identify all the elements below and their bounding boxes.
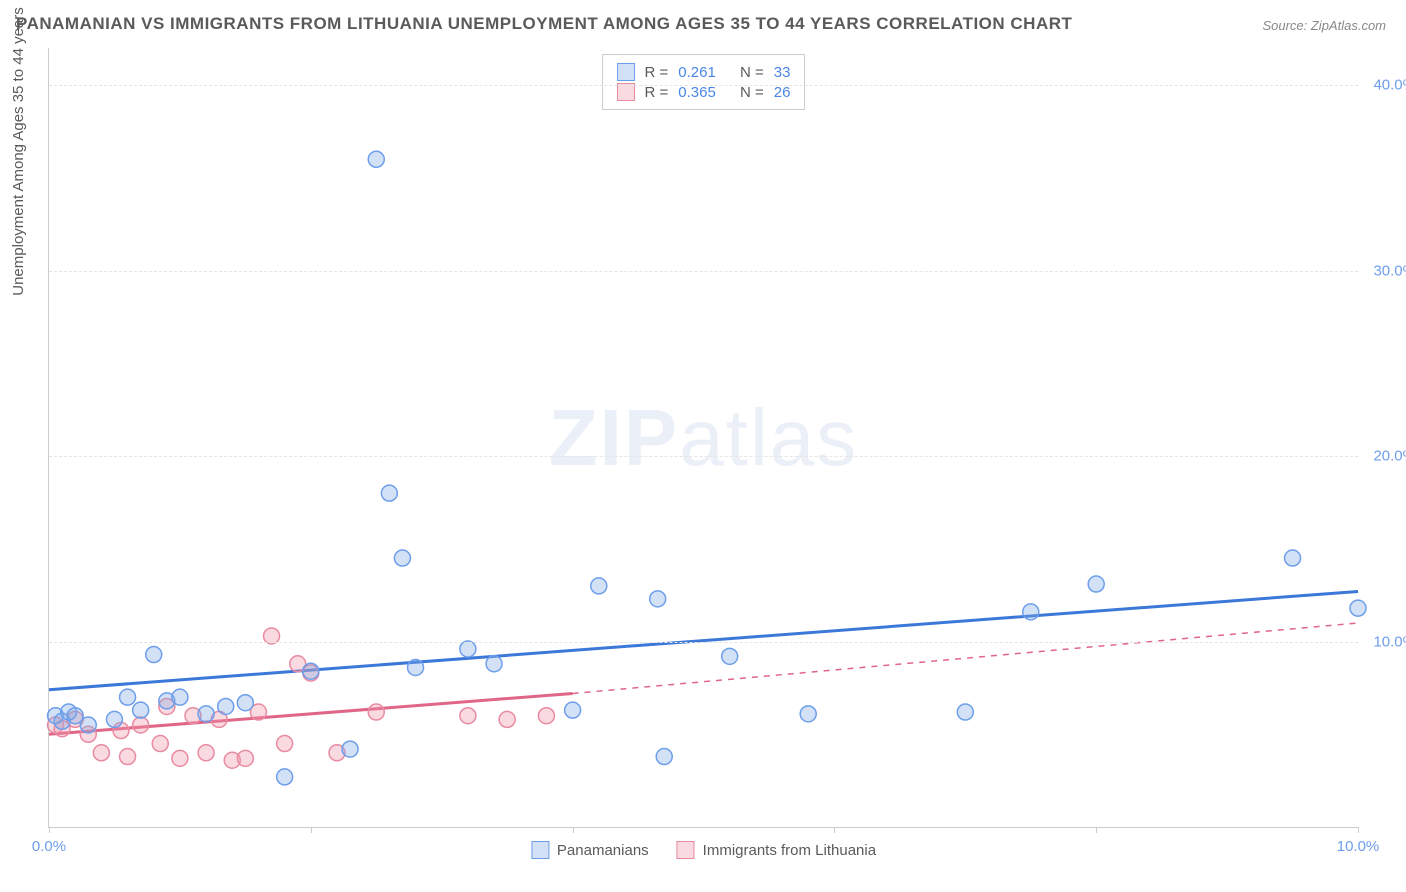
y-tick-label: 40.0% xyxy=(1373,77,1406,94)
swatch-panamanians-2 xyxy=(531,841,549,859)
x-tick xyxy=(311,827,312,833)
legend-series: Panamanians Immigrants from Lithuania xyxy=(531,841,876,859)
source-label: Source: ZipAtlas.com xyxy=(1262,18,1386,33)
x-tick xyxy=(834,827,835,833)
chart-svg xyxy=(49,48,1358,827)
swatch-lithuania-2 xyxy=(677,841,695,859)
x-tick xyxy=(573,827,574,833)
y-tick-label: 20.0% xyxy=(1373,448,1406,465)
series-label-panamanians: Panamanians xyxy=(557,842,649,859)
grid-line xyxy=(49,271,1358,272)
grid-line xyxy=(49,456,1358,457)
x-tick xyxy=(1096,827,1097,833)
plot-area: ZIPatlas R = 0.261 N = 33 R = 0.365 N = … xyxy=(48,48,1358,828)
x-tick-label: 10.0% xyxy=(1337,838,1380,855)
legend-item-lithuania: Immigrants from Lithuania xyxy=(677,841,876,859)
x-tick xyxy=(1358,827,1359,833)
chart-title: PANAMANIAN VS IMMIGRANTS FROM LITHUANIA … xyxy=(16,14,1072,34)
series-label-lithuania: Immigrants from Lithuania xyxy=(703,842,876,859)
legend-item-panamanians: Panamanians xyxy=(531,841,649,859)
grid-line xyxy=(49,85,1358,86)
x-tick-label: 0.0% xyxy=(32,838,66,855)
grid-line xyxy=(49,642,1358,643)
y-tick-label: 10.0% xyxy=(1373,633,1406,650)
y-axis-label: Unemployment Among Ages 35 to 44 years xyxy=(10,7,27,296)
y-tick-label: 30.0% xyxy=(1373,262,1406,279)
x-tick xyxy=(49,827,50,833)
